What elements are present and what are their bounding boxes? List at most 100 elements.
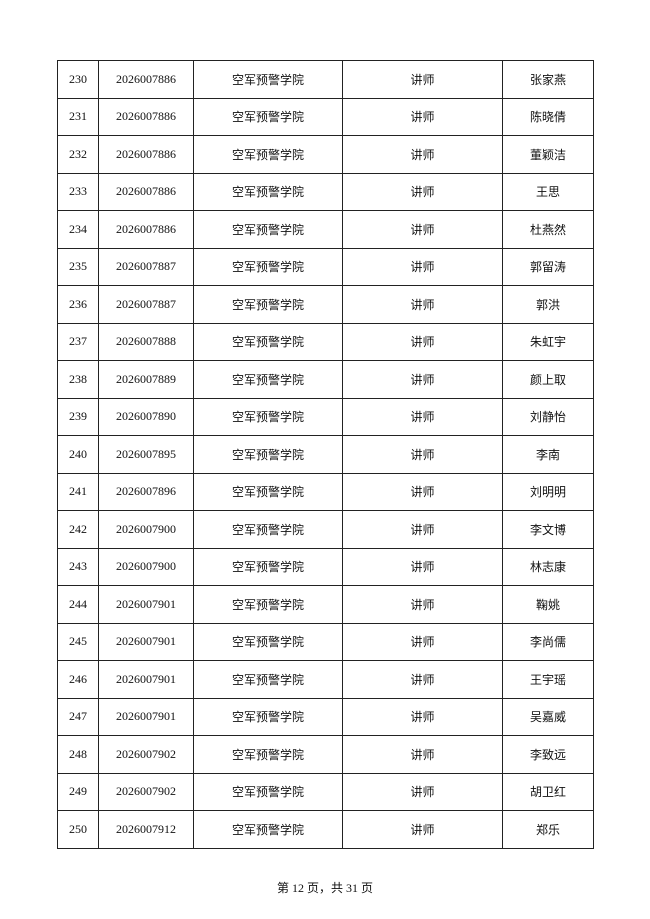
table-row: 240 2026007895 空军预警学院 讲师 李南 (57, 435, 594, 474)
cell-institution: 空军预警学院 (193, 735, 343, 774)
cell-code: 2026007890 (98, 397, 194, 436)
cell-index: 237 (57, 322, 99, 361)
cell-name: 李尚儒 (502, 622, 594, 661)
cell-title: 讲师 (342, 435, 503, 474)
cell-code: 2026007902 (98, 735, 194, 774)
cell-name: 王思 (502, 172, 594, 211)
cell-index: 232 (57, 135, 99, 174)
cell-code: 2026007888 (98, 322, 194, 361)
cell-code: 2026007900 (98, 510, 194, 549)
cell-index: 241 (57, 472, 99, 511)
cell-code: 2026007887 (98, 285, 194, 324)
cell-index: 243 (57, 547, 99, 586)
cell-institution: 空军预警学院 (193, 660, 343, 699)
cell-name: 张家燕 (502, 60, 594, 99)
cell-title: 讲师 (342, 585, 503, 624)
cell-name: 刘明明 (502, 472, 594, 511)
cell-institution: 空军预警学院 (193, 322, 343, 361)
table-row: 236 2026007887 空军预警学院 讲师 郭洪 (57, 285, 594, 324)
cell-institution: 空军预警学院 (193, 472, 343, 511)
cell-title: 讲师 (342, 135, 503, 174)
cell-institution: 空军预警学院 (193, 697, 343, 736)
cell-index: 240 (57, 435, 99, 474)
cell-title: 讲师 (342, 547, 503, 586)
cell-name: 胡卫红 (502, 772, 594, 811)
table-row: 235 2026007887 空军预警学院 讲师 郭留涛 (57, 247, 594, 286)
cell-index: 234 (57, 210, 99, 249)
cell-title: 讲师 (342, 660, 503, 699)
cell-institution: 空军预警学院 (193, 772, 343, 811)
cell-index: 231 (57, 97, 99, 136)
cell-name: 李致远 (502, 735, 594, 774)
cell-index: 244 (57, 585, 99, 624)
cell-code: 2026007901 (98, 660, 194, 699)
cell-title: 讲师 (342, 397, 503, 436)
cell-institution: 空军预警学院 (193, 397, 343, 436)
cell-institution: 空军预警学院 (193, 435, 343, 474)
table-row: 233 2026007886 空军预警学院 讲师 王思 (57, 172, 594, 211)
cell-title: 讲师 (342, 247, 503, 286)
cell-institution: 空军预警学院 (193, 247, 343, 286)
table-row: 239 2026007890 空军预警学院 讲师 刘静怡 (57, 397, 594, 436)
cell-name: 吴嘉威 (502, 697, 594, 736)
cell-index: 245 (57, 622, 99, 661)
cell-index: 238 (57, 360, 99, 399)
table-row: 245 2026007901 空军预警学院 讲师 李尚儒 (57, 622, 594, 661)
cell-index: 247 (57, 697, 99, 736)
table-row: 250 2026007912 空军预警学院 讲师 郑乐 (57, 810, 594, 849)
page-footer: 第 12 页，共 31 页 (276, 881, 373, 895)
cell-index: 249 (57, 772, 99, 811)
table-row: 242 2026007900 空军预警学院 讲师 李文博 (57, 510, 594, 549)
cell-code: 2026007886 (98, 60, 194, 99)
cell-name: 刘静怡 (502, 397, 594, 436)
cell-institution: 空军预警学院 (193, 360, 343, 399)
cell-institution: 空军预警学院 (193, 810, 343, 849)
table-row: 231 2026007886 空军预警学院 讲师 陈晓倩 (57, 97, 594, 136)
cell-code: 2026007886 (98, 97, 194, 136)
cell-title: 讲师 (342, 97, 503, 136)
cell-code: 2026007901 (98, 622, 194, 661)
cell-title: 讲师 (342, 510, 503, 549)
table-row: 247 2026007901 空军预警学院 讲师 吴嘉威 (57, 697, 594, 736)
table-body: 230 2026007886 空军预警学院 讲师 张家燕 231 2026007886 空军预… (57, 60, 594, 849)
cell-title: 讲师 (342, 210, 503, 249)
cell-institution: 空军预警学院 (193, 97, 343, 136)
cell-name: 朱虹宇 (502, 322, 594, 361)
cell-code: 2026007887 (98, 247, 194, 286)
cell-name: 林志康 (502, 547, 594, 586)
cell-code: 2026007886 (98, 172, 194, 211)
cell-name: 郭留涛 (502, 247, 594, 286)
cell-title: 讲师 (342, 772, 503, 811)
cell-title: 讲师 (342, 622, 503, 661)
table-row: 243 2026007900 空军预警学院 讲师 林志康 (57, 547, 594, 586)
cell-index: 246 (57, 660, 99, 699)
cell-index: 242 (57, 510, 99, 549)
cell-code: 2026007896 (98, 472, 194, 511)
table-row: 234 2026007886 空军预警学院 讲师 杜燕然 (57, 210, 594, 249)
cell-name: 郑乐 (502, 810, 594, 849)
cell-name: 杜燕然 (502, 210, 594, 249)
cell-name: 郭洪 (502, 285, 594, 324)
cell-title: 讲师 (342, 810, 503, 849)
cell-title: 讲师 (342, 172, 503, 211)
cell-title: 讲师 (342, 322, 503, 361)
table-row: 249 2026007902 空军预警学院 讲师 胡卫红 (57, 772, 594, 811)
cell-code: 2026007886 (98, 210, 194, 249)
cell-index: 239 (57, 397, 99, 436)
cell-name: 陈晓倩 (502, 97, 594, 136)
cell-code: 2026007901 (98, 585, 194, 624)
cell-index: 233 (57, 172, 99, 211)
cell-code: 2026007889 (98, 360, 194, 399)
cell-title: 讲师 (342, 735, 503, 774)
cell-title: 讲师 (342, 60, 503, 99)
table: 230 2026007886 空军预警学院 讲师 张家燕 231 2026007886 空军预… (57, 60, 594, 849)
table-row: 244 2026007901 空军预警学院 讲师 鞠姚 (57, 585, 594, 624)
cell-index: 230 (57, 60, 99, 99)
table-row: 248 2026007902 空军预警学院 讲师 李致远 (57, 735, 594, 774)
table-row: 238 2026007889 空军预警学院 讲师 颜上取 (57, 360, 594, 399)
cell-index: 248 (57, 735, 99, 774)
table-row: 237 2026007888 空军预警学院 讲师 朱虹宇 (57, 322, 594, 361)
cell-code: 2026007895 (98, 435, 194, 474)
cell-code: 2026007901 (98, 697, 194, 736)
